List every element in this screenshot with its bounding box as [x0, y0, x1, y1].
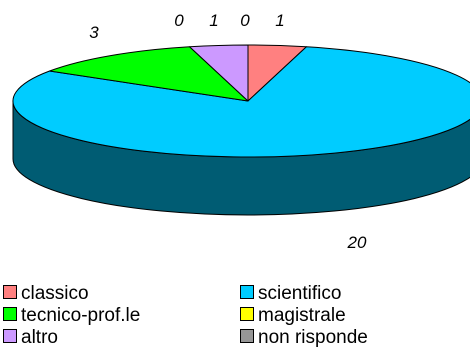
legend-label-tecnico: tecnico-prof.le — [21, 305, 141, 326]
legend-item-magistrale: magistrale — [240, 305, 346, 327]
legend-item-scientifico: scientifico — [240, 283, 341, 305]
legend-item-tecnico: tecnico-prof.le — [3, 305, 140, 327]
value-label-tecnico-prof-le: 3 — [89, 23, 99, 42]
legend-swatch-tecnico — [3, 306, 17, 321]
value-label-magistrale: 0 — [174, 11, 184, 30]
legend-swatch-non-risponde — [240, 328, 254, 343]
legend-item-altro: altro — [3, 327, 58, 349]
legend-swatch-altro — [3, 328, 17, 343]
legend-item-non-risponde: non risponde — [240, 327, 368, 349]
pie-chart: 1 20 3 0 1 0 — [12, 11, 470, 252]
legend-label-magistrale: magistrale — [258, 305, 346, 326]
pie-slice-tecnico-prof-le — [49, 46, 249, 102]
legend-label-scientifico: scientifico — [258, 283, 342, 304]
legend-label-non-risponde: non risponde — [258, 327, 368, 348]
legend-item-classico: classico — [3, 283, 89, 305]
pie-slice-altro — [189, 44, 249, 102]
pie-labels: 1 20 3 0 1 0 — [89, 11, 367, 252]
value-label-altro: 1 — [209, 11, 218, 30]
value-label-non-risponde: 0 — [240, 11, 250, 30]
legend-label-altro: altro — [21, 327, 58, 348]
legend-swatch-classico — [3, 284, 17, 299]
legend: classico scientifico tecnico-prof.le mag… — [0, 283, 470, 353]
legend-label-classico: classico — [21, 283, 89, 304]
value-label-scientifico: 20 — [347, 233, 367, 252]
pie-slices — [12, 44, 470, 216]
legend-swatch-scientifico — [240, 284, 254, 299]
legend-swatch-magistrale — [240, 306, 254, 321]
pie-slice-scientifico — [12, 46, 470, 158]
value-label-classico: 1 — [275, 11, 284, 30]
